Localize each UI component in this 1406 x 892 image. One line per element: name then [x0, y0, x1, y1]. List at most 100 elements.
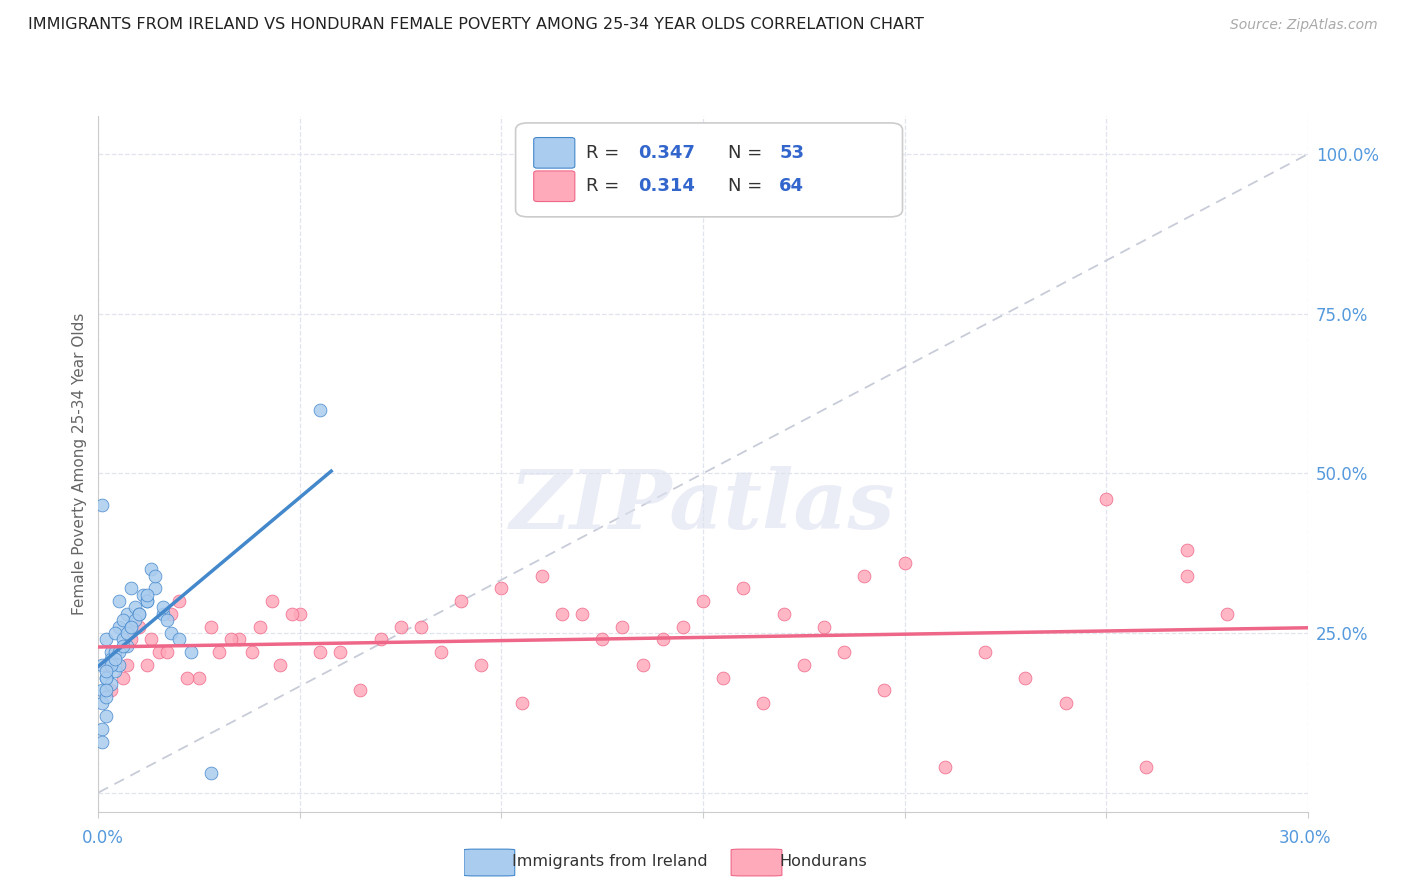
- Text: 30.0%: 30.0%: [1278, 829, 1331, 847]
- Point: [128, 607, 150, 621]
- Point: [309, 645, 332, 659]
- Point: [96, 671, 118, 685]
- Point: [96, 671, 118, 685]
- Point: [115, 657, 138, 672]
- Point: [450, 594, 472, 608]
- Point: [309, 402, 332, 417]
- Point: [132, 588, 155, 602]
- Point: [1054, 696, 1077, 710]
- Point: [1095, 491, 1118, 506]
- Point: [200, 619, 222, 633]
- Y-axis label: Female Poverty Among 25-34 Year Olds: Female Poverty Among 25-34 Year Olds: [72, 313, 87, 615]
- Point: [152, 607, 174, 621]
- Point: [974, 645, 997, 659]
- Point: [893, 556, 915, 570]
- Point: [152, 600, 174, 615]
- FancyBboxPatch shape: [464, 849, 515, 876]
- FancyBboxPatch shape: [516, 123, 903, 217]
- Point: [91, 722, 114, 736]
- Point: [96, 665, 118, 679]
- Point: [1135, 760, 1157, 774]
- Text: IMMIGRANTS FROM IRELAND VS HONDURAN FEMALE POVERTY AMONG 25-34 YEAR OLDS CORRELA: IMMIGRANTS FROM IRELAND VS HONDURAN FEMA…: [28, 17, 924, 31]
- Point: [612, 619, 634, 633]
- FancyBboxPatch shape: [534, 171, 575, 202]
- Point: [389, 619, 412, 633]
- Point: [491, 582, 513, 596]
- Text: Hondurans: Hondurans: [779, 855, 868, 869]
- Point: [96, 690, 118, 704]
- Point: [139, 562, 162, 576]
- Point: [135, 657, 157, 672]
- Point: [139, 632, 162, 647]
- Point: [430, 645, 453, 659]
- Point: [115, 607, 138, 621]
- Point: [135, 594, 157, 608]
- Text: R =: R =: [586, 144, 624, 161]
- Point: [124, 613, 146, 627]
- Point: [107, 594, 129, 608]
- Point: [111, 671, 134, 685]
- Point: [103, 645, 125, 659]
- Point: [148, 645, 170, 659]
- Point: [1175, 543, 1198, 558]
- Point: [120, 619, 142, 633]
- Point: [470, 657, 492, 672]
- Point: [96, 709, 118, 723]
- Text: 0.0%: 0.0%: [82, 829, 124, 847]
- Point: [221, 632, 243, 647]
- Point: [772, 607, 794, 621]
- Point: [120, 619, 142, 633]
- Point: [135, 588, 157, 602]
- Point: [167, 594, 190, 608]
- Point: [249, 619, 271, 633]
- Point: [240, 645, 263, 659]
- Point: [208, 645, 231, 659]
- Point: [591, 632, 613, 647]
- Point: [96, 683, 118, 698]
- Point: [143, 582, 166, 596]
- Text: 0.347: 0.347: [638, 144, 695, 161]
- Point: [103, 651, 125, 665]
- Text: Source: ZipAtlas.com: Source: ZipAtlas.com: [1230, 18, 1378, 31]
- FancyBboxPatch shape: [534, 137, 575, 169]
- Point: [793, 657, 815, 672]
- Point: [91, 683, 114, 698]
- Point: [100, 645, 122, 659]
- Point: [288, 607, 311, 621]
- Text: 64: 64: [779, 178, 804, 195]
- Point: [551, 607, 574, 621]
- Point: [530, 568, 553, 582]
- Point: [631, 657, 654, 672]
- Point: [135, 594, 157, 608]
- Point: [100, 683, 122, 698]
- Point: [107, 645, 129, 659]
- Text: 53: 53: [779, 144, 804, 161]
- Point: [103, 645, 125, 659]
- Point: [143, 568, 166, 582]
- Point: [96, 632, 118, 647]
- Point: [692, 594, 714, 608]
- Point: [167, 632, 190, 647]
- Point: [120, 632, 142, 647]
- Point: [128, 607, 150, 621]
- Point: [96, 657, 118, 672]
- Point: [100, 651, 122, 665]
- Text: N =: N =: [728, 178, 769, 195]
- Point: [813, 619, 835, 633]
- Point: [672, 619, 695, 633]
- Text: Immigrants from Ireland: Immigrants from Ireland: [512, 855, 707, 869]
- Point: [100, 657, 122, 672]
- Point: [752, 696, 775, 710]
- Point: [111, 632, 134, 647]
- Text: N =: N =: [728, 144, 769, 161]
- Point: [409, 619, 432, 633]
- Point: [100, 677, 122, 691]
- Point: [91, 657, 114, 672]
- Point: [111, 613, 134, 627]
- Point: [103, 626, 125, 640]
- Point: [832, 645, 855, 659]
- Point: [370, 632, 392, 647]
- Point: [180, 645, 202, 659]
- Point: [120, 582, 142, 596]
- Text: R =: R =: [586, 178, 624, 195]
